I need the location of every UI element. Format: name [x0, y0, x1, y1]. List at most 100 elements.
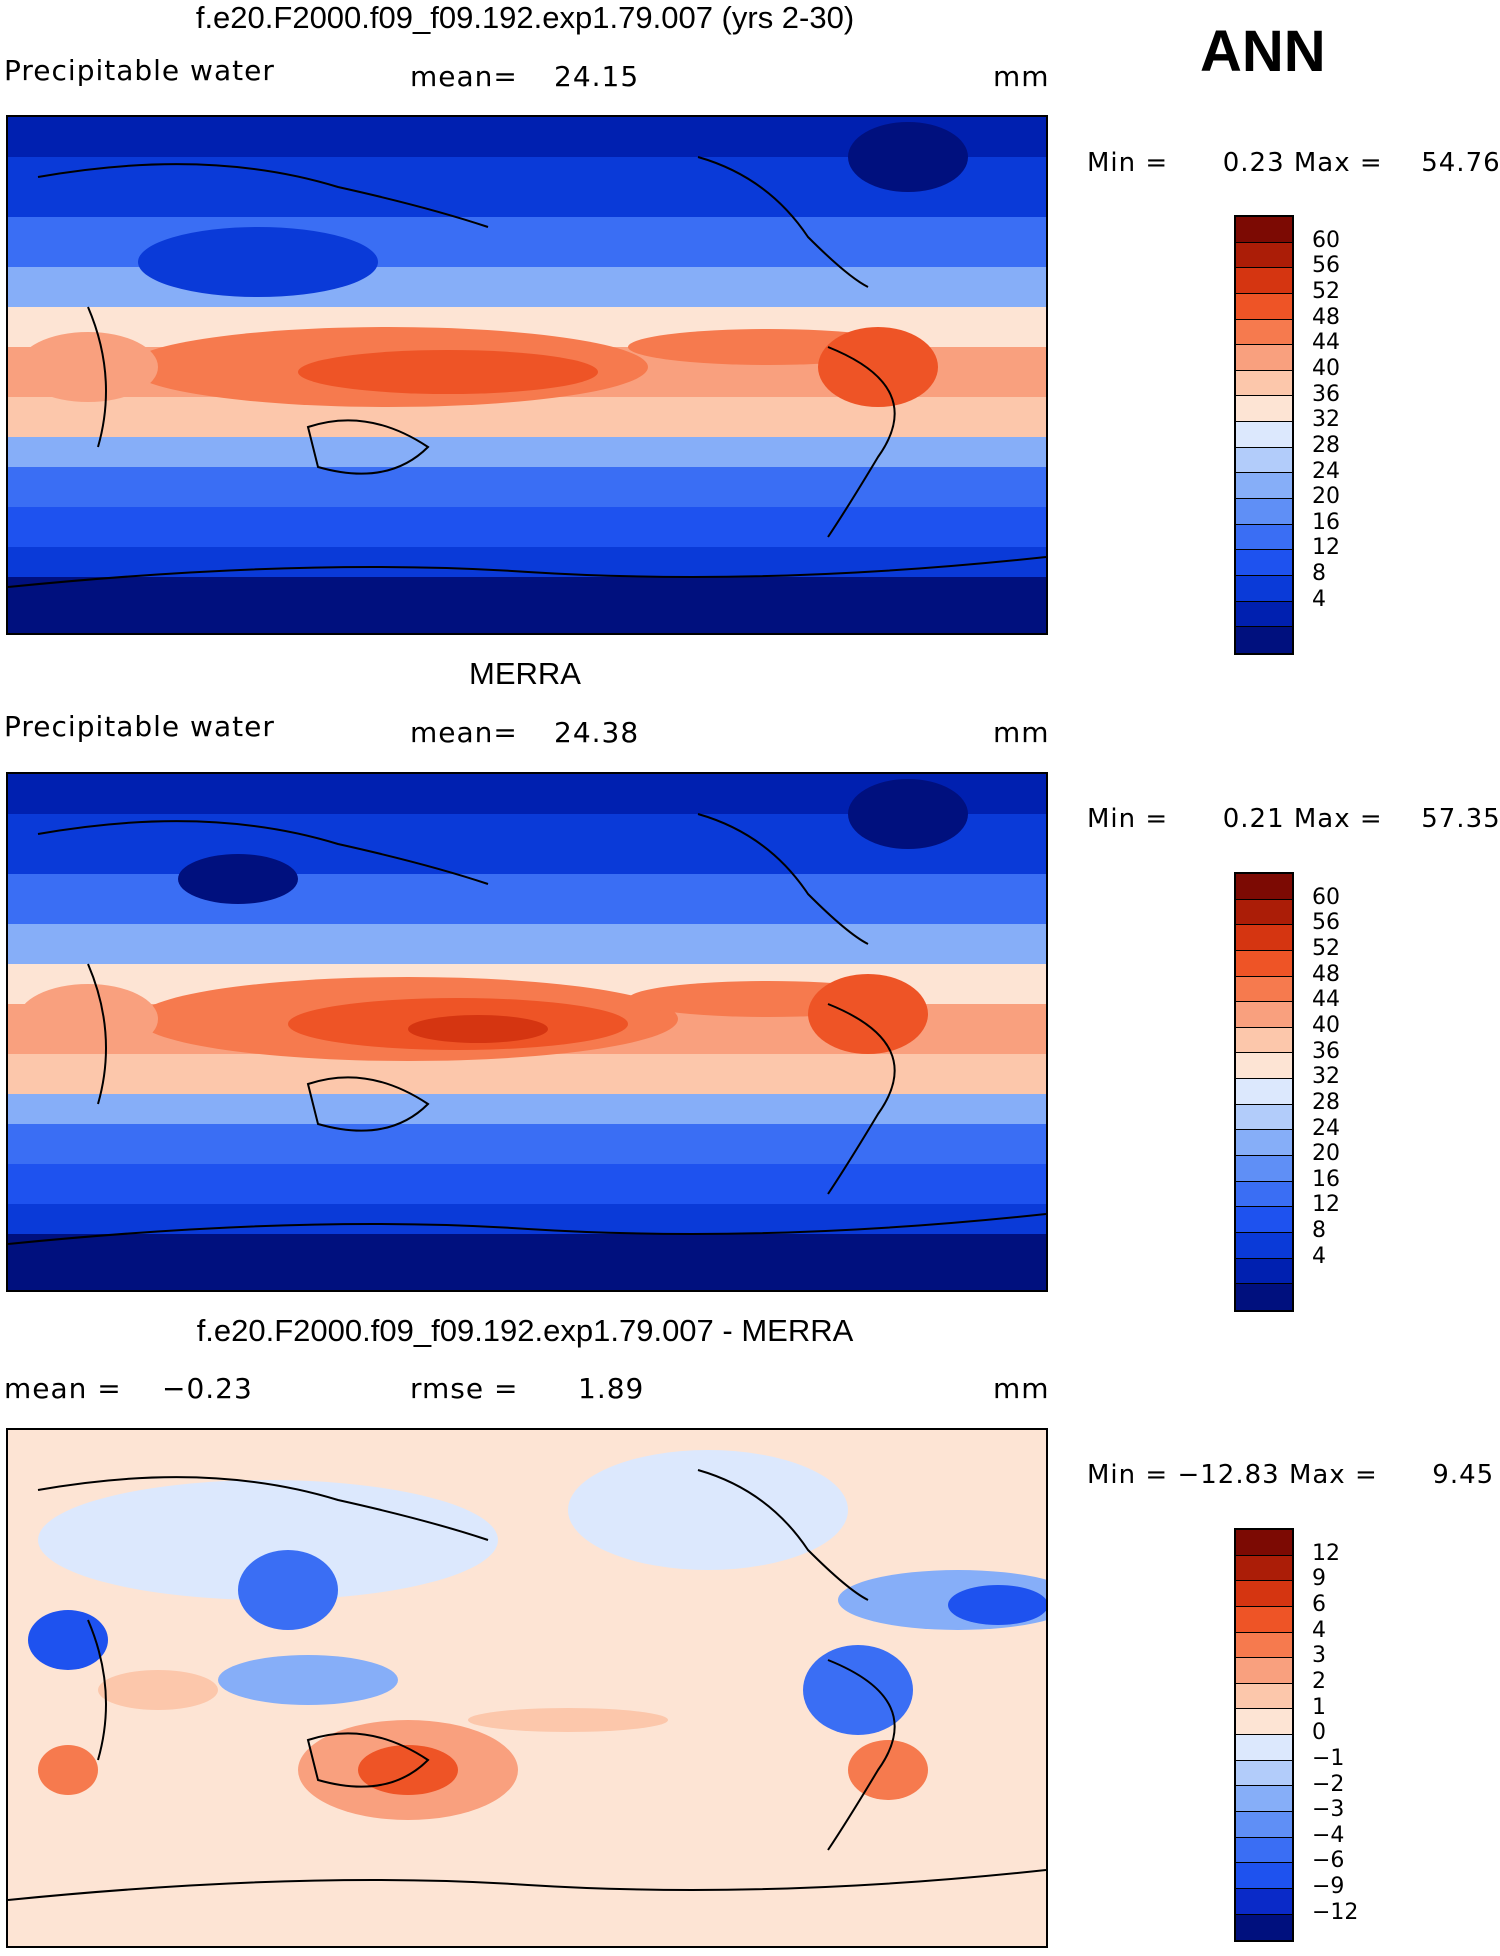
colorbar-box [1236, 1284, 1292, 1310]
panel2-map [6, 772, 1048, 1292]
colorbar-box [1236, 1658, 1292, 1684]
colorbar-tick-label: 56 [1312, 910, 1340, 936]
colorbar-box [1236, 950, 1292, 977]
colorbar-tick-label: 16 [1312, 509, 1340, 535]
colorbar-box [1236, 1079, 1292, 1105]
panel1-map [6, 115, 1048, 635]
panel1-min-value: 0.23 [1222, 148, 1285, 178]
panel1-minmax: Min = 0.23 Max = 54.76 [1087, 148, 1500, 178]
colorbar-tick-label: 60 [1312, 227, 1340, 253]
colorbar-tick-label: −4 [1312, 1822, 1345, 1848]
colorbar-box [1236, 1606, 1292, 1633]
colorbar-tick-label: 56 [1312, 253, 1340, 279]
colorbar-tick-label: −12 [1312, 1899, 1359, 1925]
colorbar-tick-label: 12 [1312, 1192, 1340, 1218]
colorbar-box [1236, 1709, 1292, 1736]
panel3-map-field [8, 1430, 1046, 1946]
colorbar-tick-label: 24 [1312, 458, 1340, 484]
colorbar-tick-label: 6 [1312, 1591, 1326, 1617]
colorbar-box [1236, 1232, 1292, 1259]
colorbar-box [1236, 1760, 1292, 1787]
colorbar-box [1236, 524, 1292, 551]
panel2-min-label: Min = [1087, 804, 1169, 834]
colorbar-box [1236, 473, 1292, 500]
colorbar-tick-label: 36 [1312, 1038, 1340, 1064]
colorbar-box [1236, 370, 1292, 397]
panel3-rmse-label: rmse = [410, 1372, 519, 1405]
colorbar-tick-label: 40 [1312, 355, 1340, 381]
panel3-colorbar [1234, 1528, 1294, 1943]
colorbar-box [1236, 319, 1292, 346]
colorbar-tick-label: 32 [1312, 1064, 1340, 1090]
colorbar-box [1236, 1888, 1292, 1915]
colorbar-tick-label: 9 [1312, 1566, 1326, 1592]
colorbar-box [1236, 499, 1292, 525]
colorbar-tick-label: 20 [1312, 484, 1340, 510]
panel1-max-label: Max = [1293, 148, 1383, 178]
colorbar-tick-label: 60 [1312, 884, 1340, 910]
colorbar-tick-label: 2 [1312, 1668, 1326, 1694]
panel3-max-value: 9.45 [1432, 1460, 1495, 1490]
colorbar-box [1236, 874, 1292, 900]
colorbar-box [1236, 601, 1292, 628]
colorbar-box [1236, 1786, 1292, 1813]
panel3-mean-value: −0.23 [162, 1372, 253, 1405]
colorbar-box [1236, 345, 1292, 371]
colorbar-tick-label: 1 [1312, 1694, 1326, 1720]
panel2-colorbar [1234, 872, 1294, 1312]
colorbar-tick-label: 32 [1312, 407, 1340, 433]
panel1-units: mm [993, 60, 1050, 93]
panel1-variable-label: Precipitable water [4, 54, 275, 87]
colorbar-tick-label: 28 [1312, 1089, 1340, 1115]
colorbar-box [1236, 396, 1292, 423]
colorbar-tick-label: 52 [1312, 278, 1340, 304]
colorbar-box [1236, 1130, 1292, 1157]
colorbar-box [1236, 1053, 1292, 1080]
panel1-map-field [8, 117, 1046, 633]
colorbar-tick-label: −1 [1312, 1745, 1345, 1771]
colorbar-box [1236, 293, 1292, 320]
colorbar-tick-label: 0 [1312, 1720, 1326, 1746]
colorbar-tick-label: 44 [1312, 987, 1340, 1013]
colorbar-tick-label: −6 [1312, 1848, 1345, 1874]
colorbar-tick-label: 48 [1312, 961, 1340, 987]
colorbar-tick-label: −9 [1312, 1874, 1345, 1900]
colorbar-box [1236, 1632, 1292, 1659]
season-label: ANN [1200, 19, 1326, 84]
colorbar-tick-label: 24 [1312, 1115, 1340, 1141]
colorbar-box [1236, 1258, 1292, 1285]
panel2-variable-label: Precipitable water [4, 710, 275, 743]
panel1-min-label: Min = [1087, 148, 1169, 178]
colorbar-box [1236, 627, 1292, 653]
colorbar-box [1236, 422, 1292, 448]
colorbar-box [1236, 1735, 1292, 1761]
colorbar-box [1236, 925, 1292, 951]
colorbar-box [1236, 1027, 1292, 1054]
colorbar-box [1236, 976, 1292, 1003]
colorbar-tick-label: −3 [1312, 1797, 1345, 1823]
colorbar-box [1236, 447, 1292, 474]
colorbar-tick-label: 52 [1312, 935, 1340, 961]
colorbar-tick-label: 4 [1312, 1243, 1326, 1269]
colorbar-box [1236, 1207, 1292, 1233]
colorbar-tick-label: 40 [1312, 1012, 1340, 1038]
panel3-map [6, 1428, 1048, 1948]
panel3-minmax: Min = −12.83 Max = 9.45 [1087, 1460, 1494, 1490]
colorbar-tick-label: 20 [1312, 1141, 1340, 1167]
colorbar-box [1236, 575, 1292, 602]
panel1-title: f.e20.F2000.f09_f09.192.exp1.79.007 (yrs… [195, 0, 855, 35]
panel2-max-label: Max = [1293, 804, 1383, 834]
colorbar-box [1236, 268, 1292, 294]
colorbar-tick-label: 4 [1312, 586, 1326, 612]
panel3-rmse-value: 1.89 [578, 1372, 645, 1405]
colorbar-box [1236, 1002, 1292, 1028]
colorbar-box [1236, 1914, 1292, 1941]
colorbar-tick-label: 8 [1312, 561, 1326, 587]
panel2-mean-value: 24.38 [554, 716, 640, 749]
panel3-mean-label: mean = [4, 1372, 122, 1405]
panel1-mean-label: mean= [410, 60, 518, 93]
colorbar-tick-label: 4 [1312, 1617, 1326, 1643]
panel2-minmax: Min = 0.21 Max = 57.35 [1087, 804, 1500, 834]
colorbar-box [1236, 1530, 1292, 1556]
colorbar-tick-label: 8 [1312, 1218, 1326, 1244]
